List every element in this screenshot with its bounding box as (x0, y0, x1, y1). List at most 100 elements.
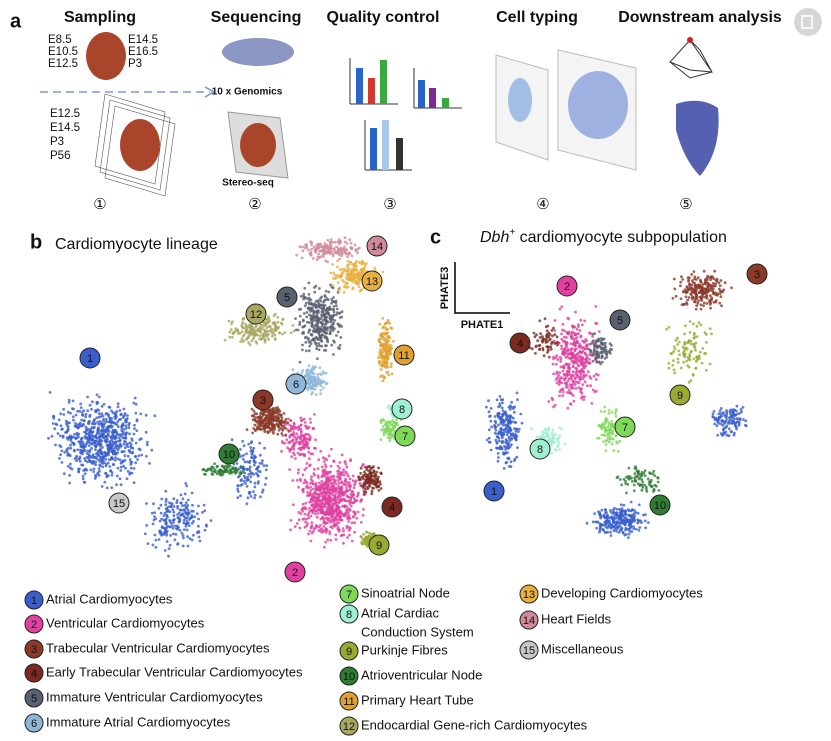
cell-point (348, 238, 352, 242)
cell-point (235, 462, 239, 465)
cell-point (312, 304, 315, 308)
cell-point (323, 331, 327, 334)
cell-point (184, 522, 188, 526)
cell-point (312, 491, 316, 495)
cell-point (303, 286, 307, 290)
cell-point (309, 514, 313, 518)
cell-point (115, 436, 118, 440)
cell-point (99, 438, 102, 442)
cell-point (379, 482, 382, 486)
cell-point (209, 468, 213, 472)
cell-point (721, 411, 725, 415)
cell-point (345, 242, 349, 245)
cell-point (320, 244, 324, 248)
cell-point (247, 473, 251, 476)
cell-point (304, 507, 308, 511)
cell-point (721, 424, 725, 427)
cell-point (600, 355, 604, 358)
cell-point (82, 469, 85, 472)
cell-point (358, 482, 362, 485)
cell-point (307, 378, 311, 382)
exit-button[interactable] (794, 8, 822, 36)
cell-point (243, 333, 246, 336)
cell-point (705, 302, 709, 305)
cell-point (111, 444, 114, 448)
cell-point (734, 421, 737, 425)
cell-point (313, 380, 317, 384)
cell-point (93, 444, 97, 448)
cell-point (546, 324, 550, 328)
cell-point (298, 320, 302, 324)
cell-point (341, 504, 344, 508)
cell-point (309, 250, 313, 254)
cell-point (326, 488, 329, 492)
cell-point (257, 427, 261, 431)
cell-point (350, 246, 354, 250)
cell-point (739, 408, 743, 411)
cell-point (516, 446, 519, 449)
cell-point (297, 468, 300, 472)
cell-point (309, 240, 312, 244)
cell-point (128, 458, 132, 461)
cell-point (361, 464, 364, 468)
cell-point (340, 254, 344, 258)
cell-point (331, 308, 335, 312)
cell-point (353, 521, 356, 525)
cell-point (547, 355, 551, 359)
cell-point (63, 450, 67, 454)
cell-point (129, 446, 133, 450)
cell-point (360, 484, 364, 488)
cell-point (242, 316, 246, 320)
cell-point (320, 509, 324, 513)
cell-point (263, 446, 266, 450)
cell-point (319, 449, 323, 453)
cell-point (345, 265, 349, 269)
cell-point (391, 414, 395, 418)
cell-point (329, 238, 333, 242)
cell-point (360, 263, 364, 266)
cell-point (591, 520, 595, 524)
cell-point (76, 448, 80, 452)
cell-point (560, 347, 563, 351)
cell-point (729, 412, 732, 415)
cell-point (718, 284, 722, 287)
cell-point (184, 524, 188, 528)
cell-point (307, 293, 311, 296)
cell-point (162, 514, 166, 517)
cell-point (343, 236, 347, 240)
cell-point (315, 515, 319, 519)
cell-point (72, 418, 75, 422)
cell-point (363, 484, 367, 488)
cell-point (578, 329, 582, 332)
cell-point (252, 446, 256, 450)
cell-point (596, 520, 600, 524)
cell-point (359, 478, 362, 482)
cell-point (252, 463, 256, 467)
cell-point (85, 429, 88, 433)
cell-point (337, 501, 341, 505)
cell-point (298, 245, 302, 249)
cell-point (90, 407, 93, 411)
cell-point (319, 384, 323, 388)
cell-point (288, 423, 292, 427)
cell-point (94, 460, 98, 464)
cell-point (711, 281, 715, 285)
cell-point (288, 468, 291, 471)
cell-point (303, 517, 306, 521)
cell-point (303, 304, 307, 308)
cell-point (350, 539, 354, 543)
cell-point (145, 443, 149, 447)
cell-point (566, 316, 570, 320)
cell-point (94, 473, 97, 477)
cell-point (585, 521, 589, 525)
cell-point (312, 502, 315, 506)
cell-point (315, 336, 319, 340)
cell-point (633, 514, 637, 518)
cell-point (250, 414, 254, 418)
cell-point (81, 446, 85, 449)
cell-point (340, 472, 344, 476)
cell-point (559, 365, 563, 369)
cell-point (50, 434, 54, 438)
cell-point (312, 427, 315, 431)
cell-point (109, 469, 112, 473)
